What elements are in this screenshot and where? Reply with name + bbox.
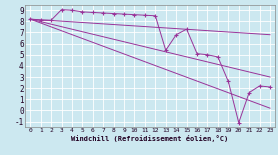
X-axis label: Windchill (Refroidissement éolien,°C): Windchill (Refroidissement éolien,°C) [71, 135, 229, 142]
